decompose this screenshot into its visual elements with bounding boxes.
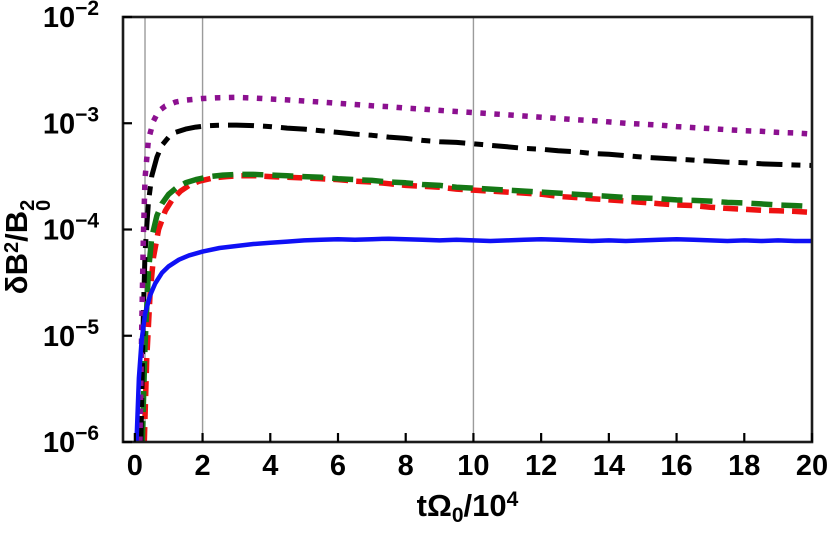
x-tick-label-2: 2 [194,450,210,482]
x-tick-label-18: 18 [728,450,760,482]
series-red-dashed [141,173,813,443]
x-tick-label-0: 0 [127,450,143,482]
x-tick-label-12: 12 [525,450,557,482]
x-axis-label-sub: 0 [451,504,464,527]
x-axis-label: tΩ0/104 [123,488,812,527]
x-tick-label-20: 20 [796,450,828,482]
y-tick-label-−6: 10−6 [43,422,99,459]
series-blue-solid [134,236,812,443]
x-axis-label-mid: /10 [463,488,507,523]
x-tick-label-6: 6 [330,450,346,482]
y-axis-label-lead-sup: 2 [1,241,24,254]
x-tick-label-16: 16 [660,450,692,482]
y-axis-label: δB2/B 2 0 [0,199,56,295]
y-tick-label-−2: 10−2 [43,0,99,34]
y-tick-label-−3: 10−3 [43,103,99,140]
x-tick-label-10: 10 [457,450,489,482]
x-tick-label-8: 8 [398,450,414,482]
y-axis-label-lead: δB [0,253,35,295]
y-axis-label-base: B [0,210,35,234]
series-green-long-dashed [139,171,813,443]
x-tick-label-14: 14 [593,450,625,482]
x-axis-label-main: tΩ [416,488,452,523]
y-tick-label-−4: 10−4 [43,210,100,247]
x-tick-label-4: 4 [262,450,278,482]
y-axis-label-slash: / [0,233,35,242]
x-axis-label-sup: 4 [506,488,519,511]
y-axis-label-stack-sub: 0 [33,199,56,211]
y-tick-label-−5: 10−5 [43,316,100,353]
